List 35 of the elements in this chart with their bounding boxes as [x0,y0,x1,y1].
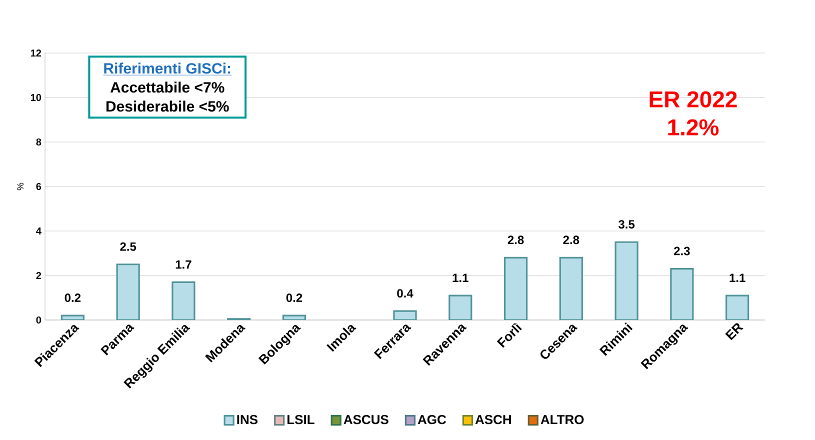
data-label: 1.1 [452,274,468,282]
y-tick-label: 2 [36,272,42,279]
data-label: 2.3 [674,246,690,256]
legend-label: INS [237,414,258,424]
bar [504,256,528,320]
y-tick-label: 8 [36,138,42,146]
y-tick-label: 0 [36,316,42,324]
data-label: 2.8 [508,236,524,244]
data-label: 3.5 [618,220,635,229]
data-label: 0.4 [397,289,414,298]
data-label: 2.8 [563,236,580,244]
legend-label: AGC [418,414,446,424]
annotation: ER 2022 [650,91,737,108]
legend-label: ASCH [475,414,511,424]
bar [116,264,140,320]
y-tick-label: 4 [36,228,42,234]
y-tick-label: 6 [36,182,42,190]
annotation: Accettabile <7% [110,82,224,93]
data-label: 1.7 [176,260,192,269]
bar [670,268,694,320]
data-label: 2.5 [120,242,136,251]
annotation: Riferimenti GISCi: [104,62,230,74]
annotation: Desiderabile <5% [106,100,229,112]
y-axis-title: % [17,182,24,190]
y-tick-label: 10 [30,94,42,102]
data-label: 0.2 [64,294,81,302]
data-label: 0.2 [286,294,302,302]
annotation: 1.2% [668,119,719,136]
data-label: 1.1 [730,274,746,282]
y-tick-label: 12 [30,50,42,56]
x-tick-label: ER [725,323,744,340]
legend-label: ASCUS [344,414,388,424]
legend-label: ALTRO [540,414,584,424]
bar [559,256,583,320]
legend-label: LSIL [288,414,314,424]
